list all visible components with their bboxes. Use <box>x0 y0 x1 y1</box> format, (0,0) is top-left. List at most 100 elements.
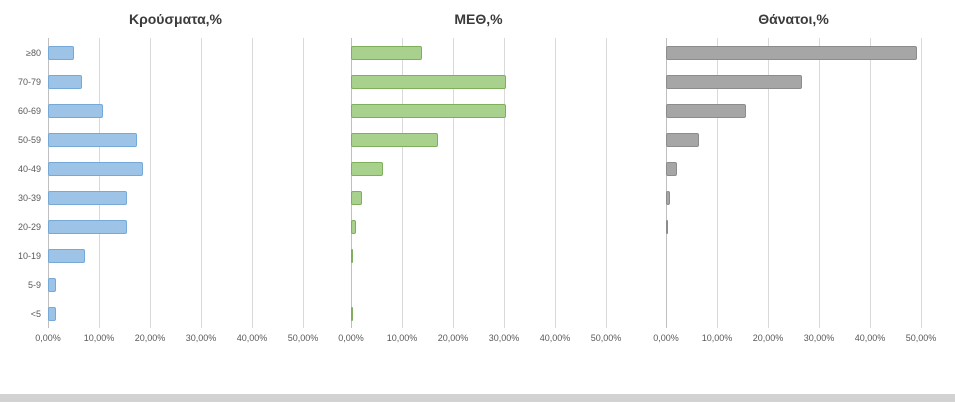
bar <box>351 161 384 176</box>
x-tick-label: 30,00% <box>803 333 835 343</box>
y-tick-label: 50-59 <box>17 134 41 145</box>
bar <box>48 132 138 147</box>
gridline <box>150 38 151 328</box>
y-tick-label: 40-49 <box>17 163 41 174</box>
gridline <box>819 38 820 328</box>
bar <box>351 132 438 147</box>
bar <box>666 45 917 60</box>
x-tick-label: 0,00% <box>35 333 61 343</box>
y-axis-labels: ≥80 70-79 60-69 50-59 40-49 30-39 20-29 10-19 5-… <box>8 38 48 328</box>
bar <box>351 306 353 321</box>
y-tick-label: <5 <box>30 308 41 319</box>
x-tick-label: 50,00% <box>287 333 319 343</box>
y-axis-line <box>48 38 49 328</box>
bar <box>48 103 103 118</box>
gridline <box>252 38 253 328</box>
charts-row: ≥80 70-79 60-69 50-59 40-49 30-39 20-29 10-19 5-… <box>8 8 955 346</box>
bar <box>48 45 74 60</box>
bar-row <box>351 67 606 96</box>
x-tick-label: 40,00% <box>236 333 268 343</box>
bar-row <box>666 183 921 212</box>
bar <box>48 306 57 321</box>
x-axis: 0,00% 10,00% 20,00% 30,00% 40,00% 50,00% <box>338 328 621 346</box>
x-tick-label: 0,00% <box>338 333 364 343</box>
bottom-divider <box>0 394 955 402</box>
bar <box>666 103 746 118</box>
bar <box>48 219 128 234</box>
bar-row <box>351 241 606 270</box>
x-tick-label: 40,00% <box>539 333 571 343</box>
bar <box>48 74 83 89</box>
x-tick-label: 20,00% <box>752 333 784 343</box>
x-tick-label: 30,00% <box>185 333 217 343</box>
x-tick-label: 20,00% <box>437 333 469 343</box>
bar-row <box>666 241 921 270</box>
bar <box>666 219 668 234</box>
y-tick-label: 10-19 <box>17 250 41 261</box>
gridline <box>606 38 607 328</box>
y-tick-label: 20-29 <box>17 221 41 232</box>
chart-cases: ≥80 70-79 60-69 50-59 40-49 30-39 20-29 10-19 5-… <box>8 8 318 346</box>
gridline <box>402 38 403 328</box>
bar-row <box>666 125 921 154</box>
bar-row <box>666 212 921 241</box>
bar-row <box>666 67 921 96</box>
chart-icu-main: ΜΕΘ,% 0,00% 10,00% 20,00% 30,00% 40,00% 50,00… <box>338 8 621 346</box>
bar-row <box>351 125 606 154</box>
chart-title-deaths: Θάνατοι,% <box>758 11 829 27</box>
y-tick-label: 5-9 <box>27 279 41 290</box>
bar-row <box>48 270 303 299</box>
bar <box>351 219 357 234</box>
bar <box>48 190 127 205</box>
y-tick-label: 70-79 <box>17 76 41 87</box>
bar-row <box>351 38 606 67</box>
bar-row <box>666 154 921 183</box>
bar-row <box>351 154 606 183</box>
gridline <box>555 38 556 328</box>
bar <box>351 103 507 118</box>
bar <box>351 74 507 89</box>
bar <box>351 190 362 205</box>
bar <box>666 74 803 89</box>
bar <box>351 248 353 263</box>
x-tick-label: 30,00% <box>488 333 520 343</box>
y-tick-label: 60-69 <box>17 105 41 116</box>
bar-row <box>48 212 303 241</box>
x-tick-label: 10,00% <box>386 333 418 343</box>
bar-row <box>48 183 303 212</box>
chart-cases-main: Κρούσματα,% 0,00% 10,00% 20,00% 30,00% 40,00… <box>35 8 318 346</box>
bar-row <box>351 299 606 328</box>
bar-row <box>666 96 921 125</box>
bar <box>666 190 670 205</box>
plot-area <box>48 38 304 328</box>
gridline <box>504 38 505 328</box>
bar <box>48 161 143 176</box>
bar-row <box>351 183 606 212</box>
gridline <box>99 38 100 328</box>
bar-row <box>666 270 921 299</box>
y-tick-label: 30-39 <box>17 192 41 203</box>
chart-title-cases: Κρούσματα,% <box>128 11 223 27</box>
bar <box>351 45 422 60</box>
plot-area <box>351 38 607 328</box>
y-axis-line <box>666 38 667 328</box>
chart-icu: ΜΕΘ,% 0,00% 10,00% 20,00% 30,00% 40,00% 50,00… <box>303 8 621 346</box>
bar-row <box>351 212 606 241</box>
y-tick-label: ≥80 <box>26 47 41 58</box>
chart-deaths-main: Θάνατοι,% 0,00% 10,00% 20,00% 30,00% 40,00% 5… <box>653 8 936 346</box>
x-tick-label: 10,00% <box>83 333 115 343</box>
gridline <box>303 38 304 328</box>
bar-row <box>48 154 303 183</box>
bar-row <box>351 96 606 125</box>
gridline <box>717 38 718 328</box>
bar-row <box>666 299 921 328</box>
bar-row <box>351 270 606 299</box>
x-tick-label: 50,00% <box>590 333 622 343</box>
gridline <box>921 38 922 328</box>
bar <box>48 248 86 263</box>
bar-row <box>48 125 303 154</box>
x-axis: 0,00% 10,00% 20,00% 30,00% 40,00% 50,00% <box>35 328 318 346</box>
bar-row <box>48 38 303 67</box>
bar <box>48 277 57 292</box>
